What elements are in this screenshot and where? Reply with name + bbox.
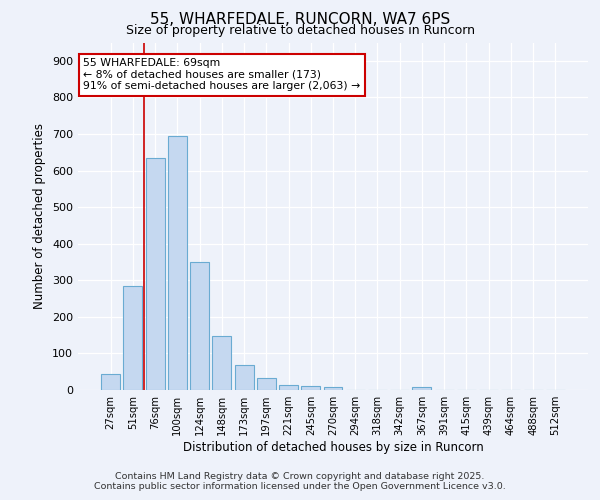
Bar [257, 378, 276, 390]
Bar [190, 262, 209, 390]
Bar [124, 286, 142, 390]
Bar [412, 387, 431, 390]
Text: 55, WHARFEDALE, RUNCORN, WA7 6PS: 55, WHARFEDALE, RUNCORN, WA7 6PS [150, 12, 450, 28]
Text: Size of property relative to detached houses in Runcorn: Size of property relative to detached ho… [125, 24, 475, 37]
Bar [323, 387, 343, 390]
Bar [168, 136, 187, 390]
Text: Contains HM Land Registry data © Crown copyright and database right 2025.
Contai: Contains HM Land Registry data © Crown c… [94, 472, 506, 491]
Bar [101, 374, 120, 390]
Bar [146, 158, 164, 390]
Bar [301, 386, 320, 390]
Text: 55 WHARFEDALE: 69sqm
← 8% of detached houses are smaller (173)
91% of semi-detac: 55 WHARFEDALE: 69sqm ← 8% of detached ho… [83, 58, 361, 92]
X-axis label: Distribution of detached houses by size in Runcorn: Distribution of detached houses by size … [182, 441, 484, 454]
Bar [279, 384, 298, 390]
Y-axis label: Number of detached properties: Number of detached properties [34, 123, 46, 309]
Bar [212, 336, 231, 390]
Bar [235, 366, 254, 390]
